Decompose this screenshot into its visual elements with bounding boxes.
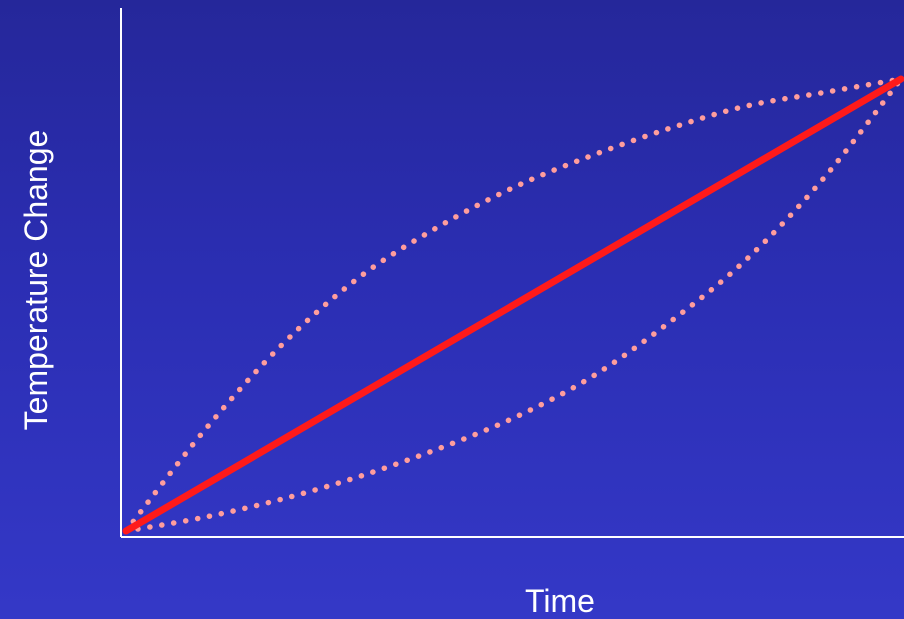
series-solid-0	[122, 75, 904, 535]
series-layer	[122, 75, 904, 535]
series-dotted-1	[123, 76, 904, 534]
y-axis-label: Temperature Change	[18, 130, 54, 431]
x-axis-label: Time	[525, 583, 595, 619]
